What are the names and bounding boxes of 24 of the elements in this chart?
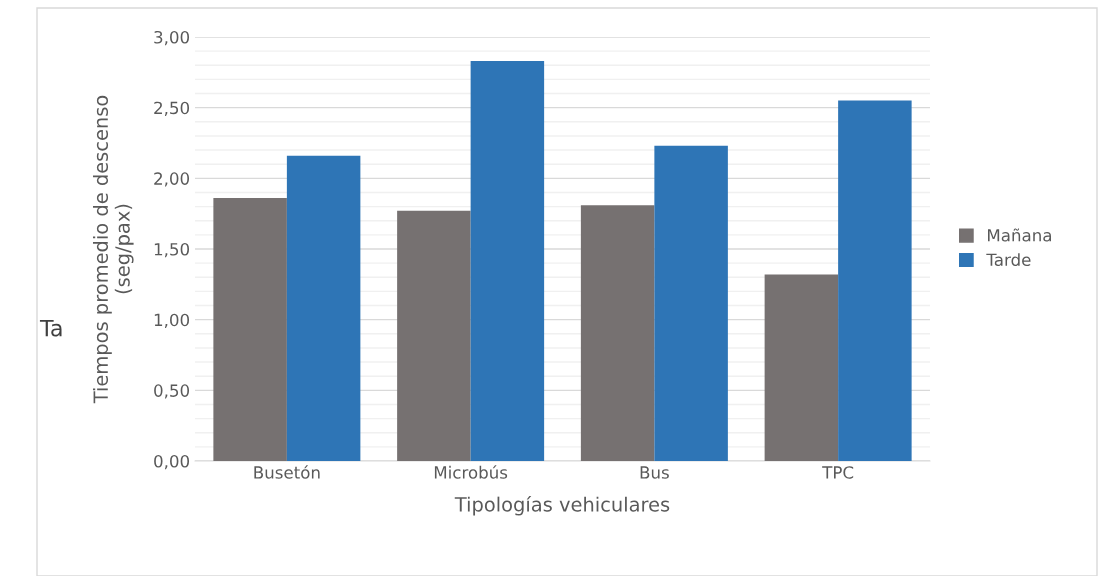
y-tick-label: 2,50 — [154, 101, 190, 116]
x-tick-label: Busetón — [254, 465, 320, 479]
y-tick-label: 0,00 — [154, 454, 190, 470]
bar — [213, 198, 287, 461]
bar — [470, 61, 545, 461]
legend-label: Mañana — [988, 228, 1051, 242]
x-tick-label: Bus — [640, 466, 669, 479]
y-tick-label: 1,50 — [154, 242, 190, 258]
legend-label: Tarde — [986, 253, 1031, 267]
y-tick-label: 3,00 — [154, 30, 190, 46]
bar — [764, 274, 839, 461]
y-tick-label: 0,50 — [154, 384, 190, 399]
y-tick-label: 2,00 — [154, 172, 190, 187]
y-tick-label: 1,00 — [154, 313, 190, 328]
x-tick-label: TPC — [822, 466, 854, 479]
y-axis-title: Tiempos promedio de descenso (seg/pax) — [92, 95, 134, 404]
bar — [286, 155, 361, 461]
text: Ta — [39, 319, 62, 337]
x-axis-title: Tipologías vehiculares — [454, 495, 670, 516]
bar — [397, 210, 471, 461]
x-tick-label: Microbús — [434, 465, 508, 479]
bar — [580, 205, 655, 461]
bar — [654, 145, 728, 461]
bar — [838, 100, 912, 461]
